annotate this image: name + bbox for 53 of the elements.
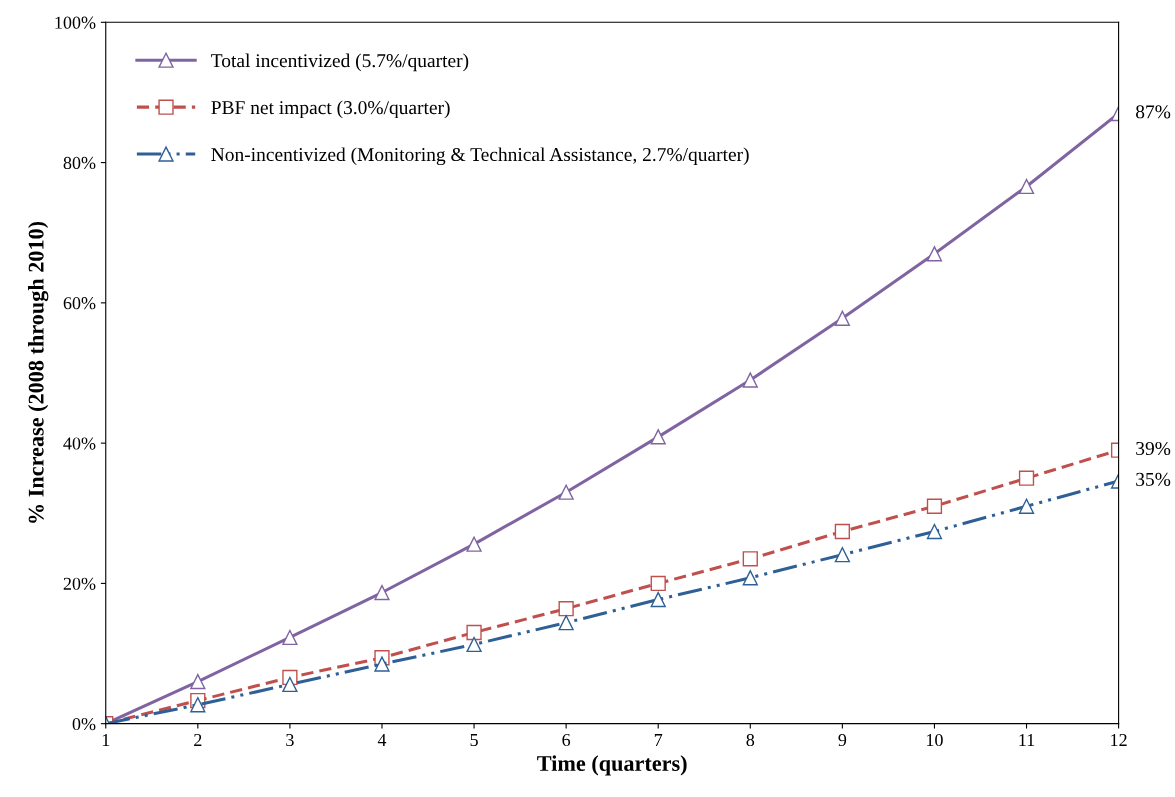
x-tick-label: 3 [286,733,294,747]
point [1018,498,1035,514]
data-label: 87% [1136,105,1171,119]
point [558,484,574,500]
legend-label: PBF net impact (3.0%/quarter) [211,100,450,119]
x-tick-label: 8 [746,733,755,747]
y-tick-label: 0% [72,717,96,731]
point [834,310,851,326]
point [650,429,666,445]
y-tick-label: 80% [63,156,96,170]
point [834,547,851,563]
x-tick-label: 5 [470,734,478,747]
y-tick-label: 40% [63,437,96,450]
data-label: 35% [1136,472,1171,486]
point [1018,178,1035,195]
x-tick-label: 7 [654,734,663,746]
point [742,551,758,567]
point [190,697,206,713]
point [190,673,206,690]
x-tick-label: 2 [194,733,202,746]
x-tick-label: 4 [377,734,387,746]
point [926,246,943,262]
point [466,536,482,552]
point [926,498,943,514]
x-tick-label: 9 [838,733,847,747]
y-axis-title: % Increase (2008 through 2010) [28,221,49,523]
point [282,629,298,646]
point [834,523,851,540]
x-tick-label: 1 [102,734,110,746]
point [742,372,758,388]
y-tick-label: 100% [55,16,96,29]
x-tick-label: 11 [1019,734,1035,746]
point [466,636,482,653]
point [650,591,666,608]
point [558,601,574,617]
legend-label: Non-incentivized (Monitoring & Technical Assistance, 2.7%/quarter) [211,147,749,166]
point [374,584,390,601]
point [466,624,482,641]
data-label: 39% [1136,441,1171,456]
y-tick-label: 60% [63,297,96,310]
x-tick-label: 10 [927,733,943,747]
x-tick-label: 12 [1111,733,1127,746]
x-tick-label: 6 [562,733,571,747]
point [926,523,943,540]
point [558,615,574,631]
x-axis-title: Time (quarters) [537,755,687,776]
point [1018,470,1035,486]
y-tick-label: 20% [63,577,96,590]
point [742,570,758,586]
legend-label: Total incentivized (5.7%/quarter) [211,53,469,72]
point [282,676,298,693]
point [650,575,666,592]
point [374,656,390,672]
